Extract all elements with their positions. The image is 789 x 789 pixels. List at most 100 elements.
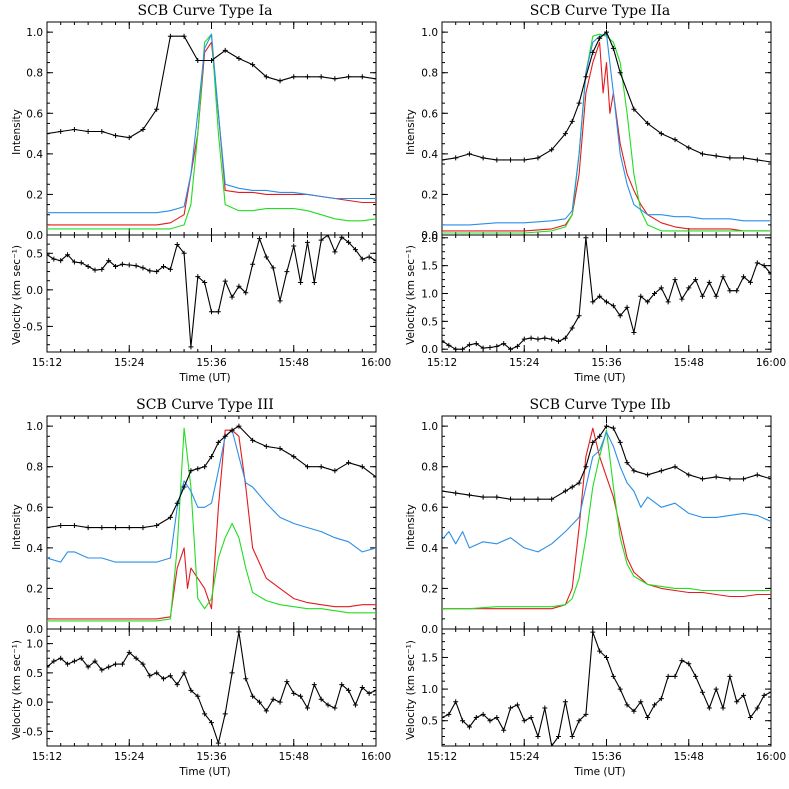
data-point-marker xyxy=(161,676,167,682)
velocity-ylabel: Velocity (km sec⁻¹) xyxy=(11,245,23,345)
data-point-marker xyxy=(747,715,753,721)
data-point-marker xyxy=(167,514,173,520)
y-tick-label: 0.0 xyxy=(26,230,43,242)
velocity-ylabel: Velocity (km sec⁻¹) xyxy=(405,640,417,740)
data-point-marker xyxy=(229,670,235,676)
data-point-marker xyxy=(71,259,77,265)
data-point-marker xyxy=(325,235,331,238)
data-point-marker xyxy=(133,263,139,269)
data-point-marker xyxy=(727,476,733,482)
data-point-marker xyxy=(686,285,692,291)
x-tick-label: 15:48 xyxy=(279,751,309,763)
data-point-marker xyxy=(727,288,733,294)
data-point-marker xyxy=(514,702,520,708)
data-point-marker xyxy=(154,106,160,112)
data-point-marker xyxy=(373,687,376,693)
data-point-marker xyxy=(359,685,365,690)
data-point-marker xyxy=(562,335,568,341)
y-tick-label: 0.5 xyxy=(26,668,43,680)
data-point-marker xyxy=(215,309,221,315)
data-point-marker xyxy=(658,131,664,137)
x-tick-label: 16:00 xyxy=(361,751,391,763)
data-point-marker xyxy=(243,676,249,682)
data-point-marker xyxy=(47,131,50,137)
data-point-marker xyxy=(610,45,616,51)
data-point-marker xyxy=(99,525,105,531)
data-point-marker xyxy=(250,62,256,68)
data-point-marker xyxy=(366,690,372,696)
data-point-marker xyxy=(133,655,139,661)
data-point-marker xyxy=(359,74,365,80)
data-point-marker xyxy=(236,423,242,429)
data-point-marker xyxy=(713,474,719,480)
y-tick-label: 0.0 xyxy=(421,624,438,636)
data-point-marker xyxy=(624,460,630,466)
data-point-marker xyxy=(480,345,486,351)
x-tick-label: 15:48 xyxy=(674,357,704,369)
data-point-marker xyxy=(58,655,64,661)
data-point-marker xyxy=(236,629,242,635)
data-point-marker xyxy=(521,718,527,724)
data-point-marker xyxy=(346,239,352,245)
data-point-marker xyxy=(140,661,146,667)
data-point-marker xyxy=(672,673,678,679)
panel-type-iib: SCB Curve Type IIb Intensity Velocity (k… xyxy=(405,397,786,778)
data-point-marker xyxy=(85,525,91,531)
data-point-marker xyxy=(339,235,345,240)
data-point-marker xyxy=(645,299,651,305)
data-point-marker xyxy=(270,696,276,702)
y-tick-label: 1.0 xyxy=(421,684,438,696)
data-point-marker xyxy=(686,145,692,151)
series-line-blue xyxy=(442,431,771,553)
panel-2-velocity-axes: -0.5 0.0 0.5 1.0 15:12 15:24 15:36 15:48 16:00 xyxy=(23,628,391,763)
data-point-marker xyxy=(65,252,71,258)
data-point-marker xyxy=(304,705,310,711)
data-point-marker xyxy=(768,159,771,165)
data-point-marker xyxy=(501,727,507,733)
data-point-marker xyxy=(610,425,616,431)
data-point-marker xyxy=(47,664,50,670)
data-point-marker xyxy=(222,47,228,53)
data-point-marker xyxy=(562,699,568,705)
data-point-marker xyxy=(202,711,208,717)
data-point-marker xyxy=(645,472,651,478)
series-line-green xyxy=(442,429,771,610)
data-point-marker xyxy=(638,699,644,705)
data-point-marker xyxy=(291,243,297,249)
data-point-marker xyxy=(562,488,568,494)
data-point-marker xyxy=(250,261,256,267)
data-point-marker xyxy=(617,439,623,445)
data-point-marker xyxy=(549,496,555,502)
data-point-marker xyxy=(658,696,664,702)
data-point-marker xyxy=(590,629,596,635)
data-point-marker xyxy=(298,280,304,286)
data-point-marker xyxy=(359,464,365,470)
data-point-marker xyxy=(549,336,555,342)
data-point-marker xyxy=(85,664,91,670)
data-point-marker xyxy=(473,715,479,721)
data-point-marker xyxy=(741,155,747,161)
time-xlabel: Time (UT) xyxy=(178,766,230,778)
data-point-marker xyxy=(693,277,699,283)
data-point-marker xyxy=(514,343,520,349)
y-tick-label: 0.8 xyxy=(421,462,438,474)
data-point-marker xyxy=(658,468,664,474)
y-tick-label: 0.8 xyxy=(421,68,438,80)
data-point-marker xyxy=(71,127,77,133)
series-line-green xyxy=(442,33,771,234)
data-point-marker xyxy=(58,523,64,529)
y-tick-label: 0.4 xyxy=(421,543,438,555)
data-point-marker xyxy=(215,740,221,746)
data-point-marker xyxy=(617,313,623,319)
data-point-marker xyxy=(549,147,555,153)
data-point-marker xyxy=(576,718,582,724)
data-point-marker xyxy=(761,692,767,698)
panel-title: SCB Curve Type III xyxy=(136,397,274,413)
data-point-marker xyxy=(442,338,445,344)
plot-area xyxy=(47,423,376,622)
data-point-marker xyxy=(679,658,685,664)
data-point-marker xyxy=(460,718,466,724)
data-point-marker xyxy=(263,254,269,260)
